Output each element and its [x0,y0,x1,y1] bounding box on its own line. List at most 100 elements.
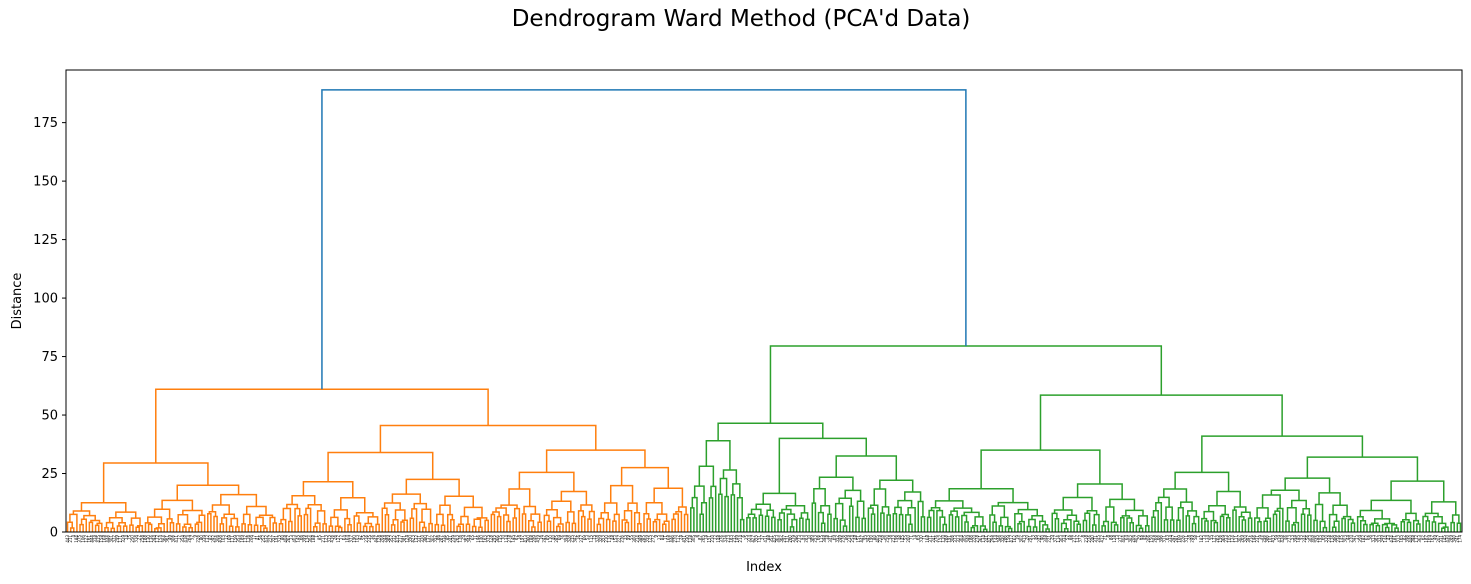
dendrogram-link [391,493,422,504]
dendrogram-link [80,518,87,532]
dendrogram-link [278,523,284,532]
leaf-index-label: 190 [351,535,356,543]
dendrogram-link [400,521,405,532]
leaf-index-label: 295 [492,535,497,543]
leaf-index-label: 389 [638,535,643,543]
dendrogram-link [1076,523,1082,532]
dendrogram-link [456,525,461,532]
leaf-index-label: 196 [1252,535,1257,543]
leaf-index-label: 311 [1162,535,1167,543]
dendrogram-link [337,526,343,532]
leaf-index-label: 396 [1159,535,1164,543]
dendrogram-link [235,526,240,532]
leaf-index-label: 86 [436,535,441,541]
leaf-index-label: 82 [1402,535,1407,541]
dendrogram-link [1359,520,1367,532]
leaf-index-label: 233 [891,535,896,543]
leaf-index-label: 75 [591,535,596,541]
leaf-index-label: 11 [663,535,668,541]
leaf-index-label: 294 [152,535,157,543]
dendrogram-link [1333,520,1340,532]
leaf-index-label: 20 [1025,535,1030,541]
leaf-index-label: 88 [766,535,771,541]
dendrogram-link [213,515,218,532]
leaf-index-label: 364 [161,535,166,543]
dendrogram-link [169,521,175,532]
leaf-index-label: 235 [367,535,372,543]
leaf-index-label: 161 [87,535,92,543]
leaf-index-label: 110 [940,535,945,543]
leaf-index-label: 315 [327,535,332,543]
dendrogram-link [730,494,736,532]
dendrogram-link [1322,526,1328,532]
leaf-index-label: 340 [1451,535,1456,543]
leaf-index-label: 42 [358,535,363,541]
dendrogram-link [817,511,824,532]
dendrogram-link [1060,522,1068,532]
dendrogram-link [545,509,558,518]
dendrogram-link [207,513,212,532]
leaf-index-label: 394 [563,535,568,543]
leaf-index-label: 218 [847,535,852,543]
leaf-index-label: 190 [869,535,874,543]
leaf-index-label: 85 [445,535,450,541]
leaf-index-label: 182 [1199,535,1204,543]
leaf-index-label: 398 [822,535,827,543]
leaf-index-label: 76 [560,535,565,541]
leaf-index-label: 372 [1118,535,1123,543]
leaf-index-label: 49 [168,535,173,541]
leaf-index-label: 73 [1202,535,1207,541]
leaf-index-label: 288 [943,535,948,543]
leaf-index-label: 372 [112,535,117,543]
leaf-index-label: 303 [1059,535,1064,543]
leaf-index-label: 191 [274,535,279,543]
dendrogram-link [587,518,592,532]
leaf-index-label: 103 [355,535,360,543]
leaf-index-label: 6 [741,535,746,538]
leaf-index-label: 351 [769,535,774,543]
leaf-index-label: 331 [1439,535,1444,543]
dendrogram-link [769,345,1163,424]
leaf-index-label: 55 [629,535,634,541]
leaf-index-label: 415 [395,535,400,543]
dendrogram-link [411,508,418,532]
leaf-index-label: 123 [323,535,328,543]
dendrogram-link [653,487,684,507]
leaf-index-label: 287 [439,535,444,543]
leaf-index-label: 131 [785,535,790,543]
leaf-index-label: 69 [582,535,587,541]
dendrogram-link [465,523,471,532]
dendrogram-link [1416,523,1421,532]
leaf-index-label: 58 [881,535,886,541]
dendrogram-link [646,518,652,532]
leaf-index-label: 443 [65,535,70,543]
dendrogram-link [194,523,200,532]
leaf-index-label: 13 [1115,535,1120,541]
dendrogram-link [1039,394,1283,451]
dendrogram-link [484,519,489,532]
dendrogram-link [691,496,698,532]
dendrogram-link [892,513,898,532]
dendrogram-link [1238,515,1245,532]
dendrogram-link [722,469,738,484]
leaf-index-label: 137 [1074,535,1079,543]
leaf-index-label: 36 [370,535,375,541]
leaf-index-label: 89 [844,535,849,541]
dendrogram-link [96,522,103,532]
leaf-index-label: 298 [990,535,995,543]
dendrogram-link [974,516,984,526]
dendrogram-link [905,514,912,532]
leaf-index-label: 269 [1240,535,1245,543]
dendrogram-link [147,523,153,532]
leaf-index-label: 241 [1455,535,1460,543]
leaf-index-label: 214 [738,535,743,543]
dendrogram-link [1213,521,1219,532]
dendrogram-link [961,514,968,532]
leaf-index-label: 334 [1062,535,1067,543]
leaf-index-label: 181 [1392,535,1397,543]
leaf-index-label: 124 [1230,535,1235,543]
leaf-index-label: 65 [915,535,920,541]
leaf-index-label: 228 [878,535,883,543]
leaf-index-label: 135 [498,535,503,543]
dendrogram-link [1163,519,1169,532]
